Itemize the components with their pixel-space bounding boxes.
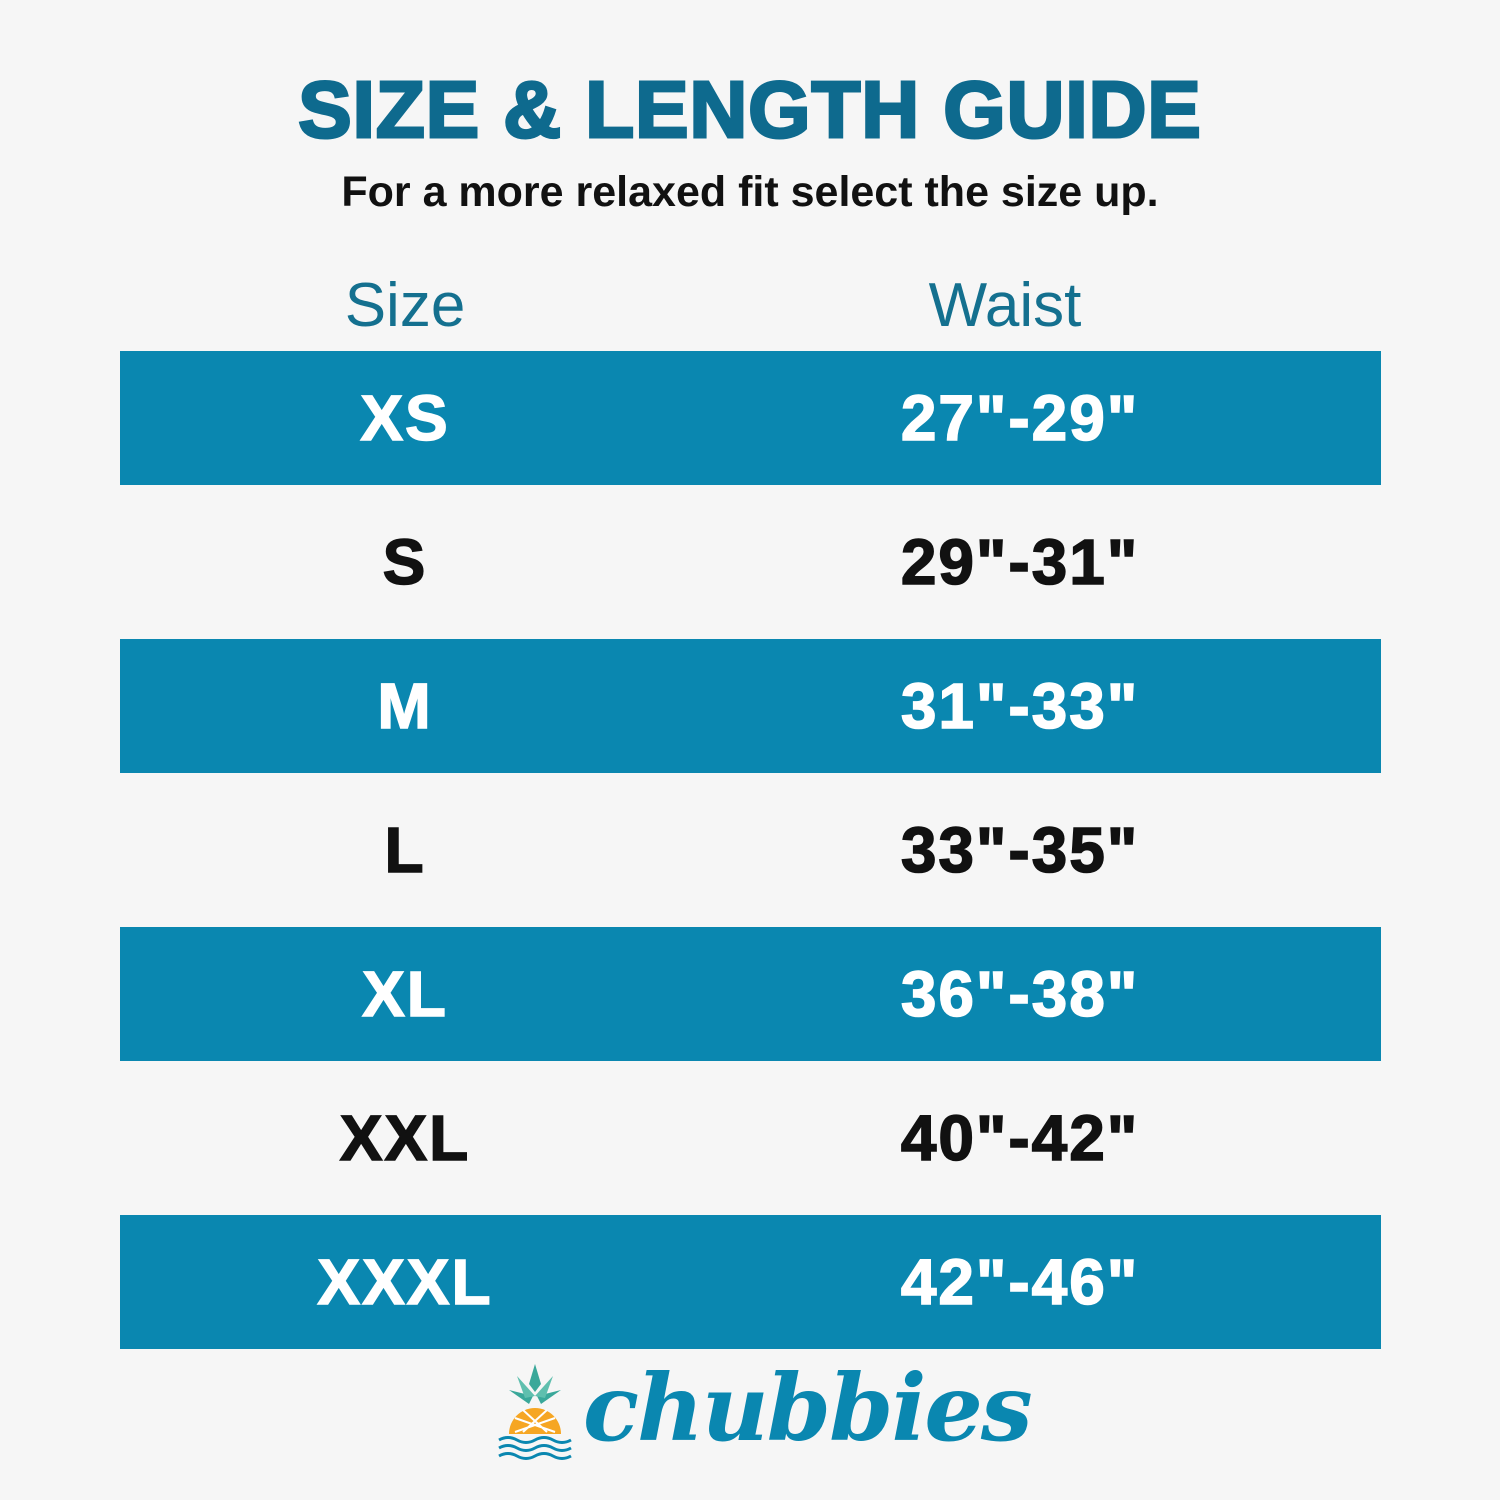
pineapple-icon — [498, 1364, 572, 1460]
header-waist: Waist — [928, 271, 1082, 340]
size-cell: L — [384, 813, 426, 887]
table-row: M 31"-33" — [120, 639, 1381, 773]
page-title: SIZE & LENGTH GUIDE — [297, 64, 1203, 156]
table-row: XS 27"-29" — [120, 351, 1381, 485]
brand-logo: chubbies — [495, 1354, 1033, 1467]
brand-name: chubbies — [583, 1354, 1033, 1462]
waist-cell: 33"-35" — [900, 813, 1140, 887]
size-cell: XXXL — [317, 1245, 493, 1319]
size-cell: S — [382, 525, 428, 599]
size-cell: XS — [360, 381, 450, 455]
table-row: XXXL 42"-46" — [120, 1215, 1381, 1349]
subtitle: For a more relaxed fit select the size u… — [341, 168, 1159, 216]
size-cell: XL — [361, 957, 448, 1031]
size-cell: XXL — [339, 1101, 471, 1175]
waist-cell: 27"-29" — [900, 381, 1140, 455]
waist-cell: 31"-33" — [900, 669, 1140, 743]
table-row: XL 36"-38" — [120, 927, 1381, 1061]
table-row: S 29"-31" — [120, 485, 1381, 639]
table-row: L 33"-35" — [120, 773, 1381, 927]
waist-cell: 36"-38" — [900, 957, 1140, 1031]
table-row: XXL 40"-42" — [120, 1061, 1381, 1215]
waist-cell: 40"-42" — [900, 1101, 1140, 1175]
waist-cell: 29"-31" — [900, 525, 1140, 599]
size-cell: M — [377, 669, 433, 743]
header-size: Size — [344, 271, 466, 340]
size-table: XS 27"-29" S 29"-31" M 31"-33" L 33"-35" XL 3… — [120, 351, 1381, 1349]
waist-cell: 42"-46" — [900, 1245, 1140, 1319]
